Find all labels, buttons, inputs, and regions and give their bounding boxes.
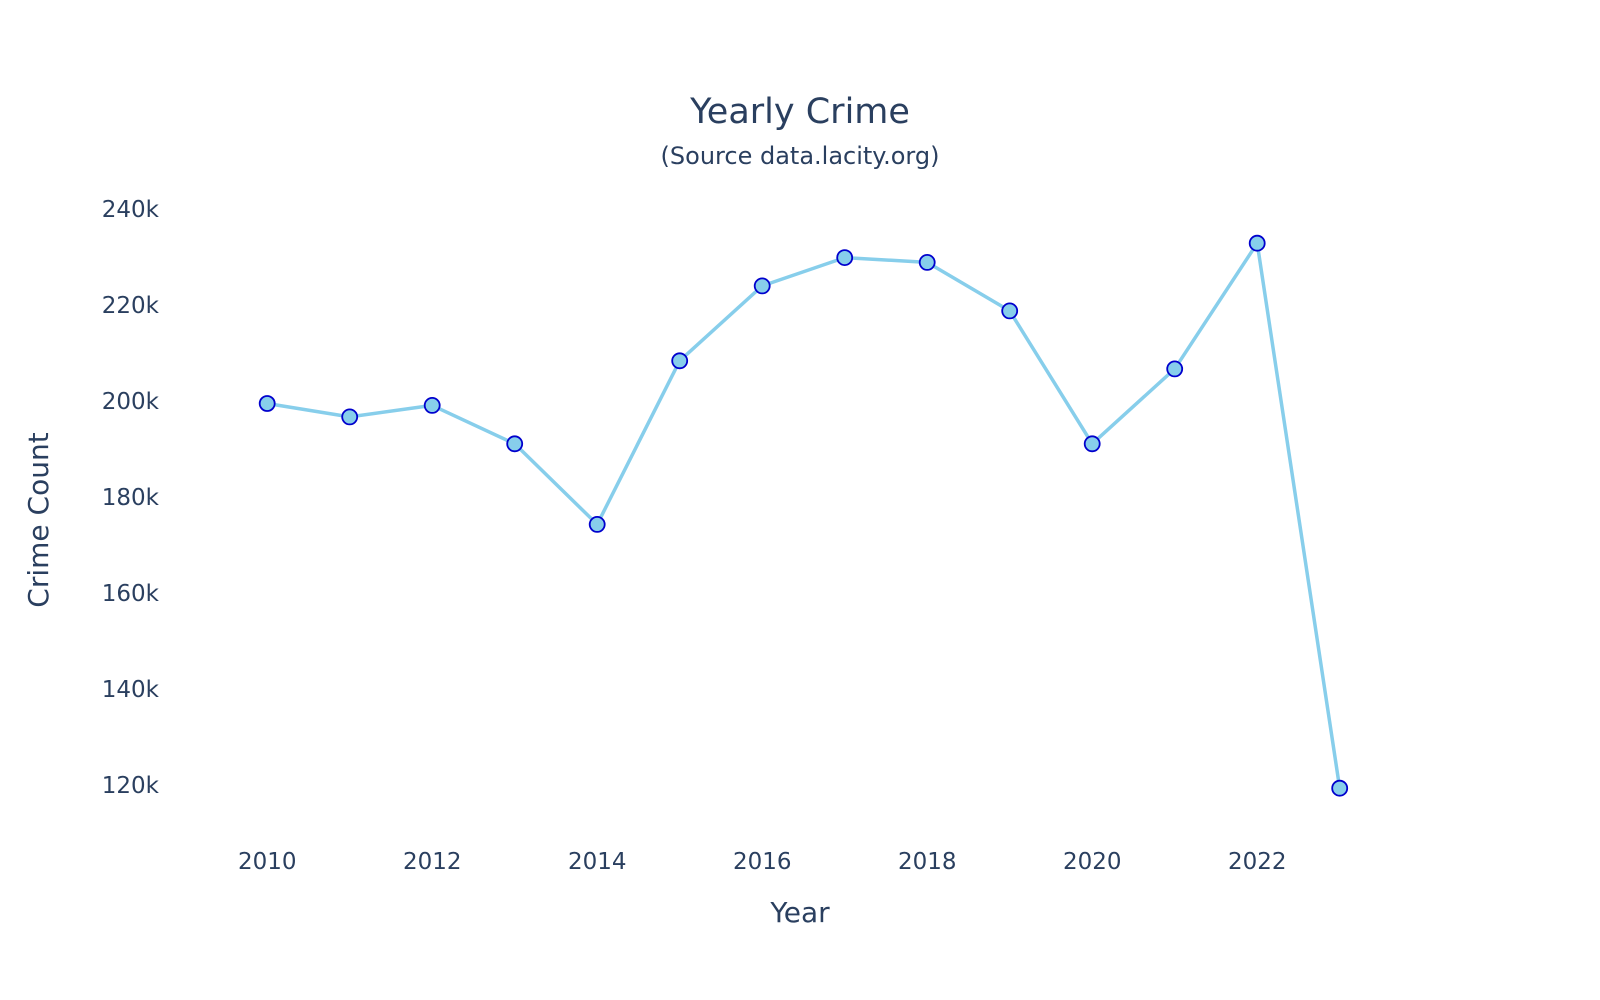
y-tick-label: 180k xyxy=(102,485,160,511)
data-point[interactable] xyxy=(1248,234,1266,252)
x-tick-label: 2010 xyxy=(238,849,297,875)
data-point[interactable] xyxy=(836,249,854,267)
data-point[interactable] xyxy=(423,396,441,414)
data-point[interactable] xyxy=(918,253,936,271)
data-point[interactable] xyxy=(1166,360,1184,378)
y-tick-label: 240k xyxy=(102,197,160,223)
data-point[interactable] xyxy=(341,408,359,426)
data-point[interactable] xyxy=(671,352,689,370)
y-tick-label: 220k xyxy=(102,293,160,319)
y-axis-ticks: 120k 140k 160k 180k 200k 220k 240k xyxy=(102,197,160,799)
plot-area xyxy=(258,234,1349,797)
x-tick-label: 2014 xyxy=(568,849,627,875)
x-axis-title: Year xyxy=(769,896,830,929)
x-tick-label: 2020 xyxy=(1063,849,1122,875)
y-axis-title: Crime Count xyxy=(22,432,55,607)
data-point[interactable] xyxy=(753,277,771,295)
x-tick-label: 2012 xyxy=(403,849,462,875)
y-tick-label: 200k xyxy=(102,389,160,415)
data-point[interactable] xyxy=(1331,779,1349,797)
x-tick-label: 2022 xyxy=(1228,849,1287,875)
x-tick-label: 2016 xyxy=(733,849,792,875)
data-point[interactable] xyxy=(258,395,276,412)
chart-title: Yearly Crime xyxy=(689,92,910,132)
y-tick-label: 160k xyxy=(102,581,160,607)
data-point[interactable] xyxy=(1083,435,1101,453)
y-tick-label: 140k xyxy=(102,677,160,703)
x-tick-label: 2018 xyxy=(898,849,957,875)
y-tick-label: 120k xyxy=(102,773,160,799)
data-point[interactable] xyxy=(506,435,524,453)
chart-subtitle: (Source data.lacity.org) xyxy=(661,142,940,170)
x-axis-ticks: 2010 2012 2014 2016 2018 2020 2022 xyxy=(238,849,1287,875)
series-line xyxy=(266,241,1342,789)
data-point[interactable] xyxy=(588,516,606,533)
data-point[interactable] xyxy=(1001,302,1019,320)
